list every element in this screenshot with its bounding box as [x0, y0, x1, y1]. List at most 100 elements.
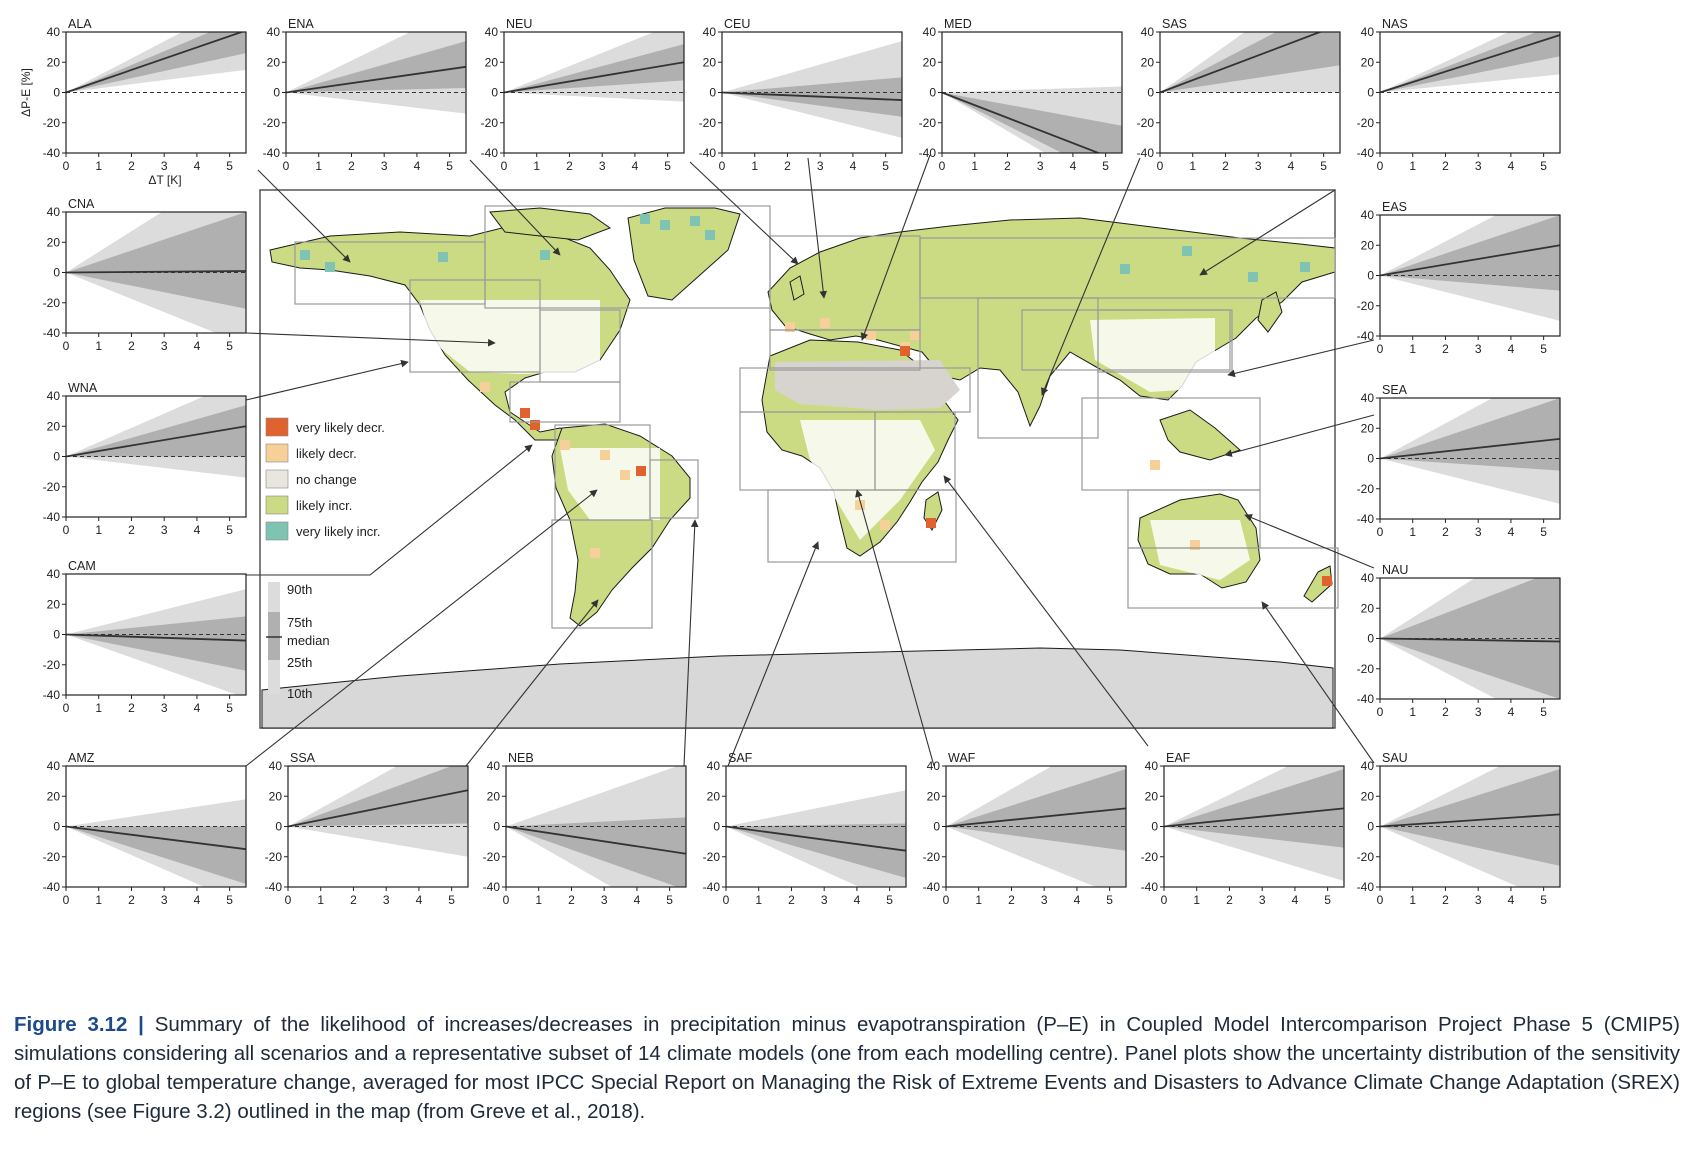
y-tick-label: 20 [269, 789, 283, 803]
y-tick-label: -40 [263, 146, 281, 160]
land-antarctica [261, 647, 1334, 729]
y-tick-label: 20 [47, 55, 61, 69]
band-25-75 [1380, 578, 1560, 699]
y-tick-label: -40 [1141, 880, 1159, 894]
x-tick-label: 5 [1106, 893, 1113, 907]
y-tick-label: -40 [1357, 146, 1375, 160]
x-tick-label: 4 [1070, 159, 1077, 173]
y-tick-label: -40 [703, 880, 721, 894]
arrow-nau [1244, 514, 1375, 569]
x-tick-label: 1 [1193, 893, 1200, 907]
panel-title: NEB [508, 751, 534, 765]
x-tick-label: 4 [1508, 893, 1515, 907]
x-tick-label: 2 [128, 893, 135, 907]
srex-region-box [1097, 309, 1233, 373]
y-tick-label: -40 [43, 688, 61, 702]
y-tick-label: -20 [43, 658, 61, 672]
y-tick-label: 40 [1145, 759, 1159, 773]
x-tick-label: 2 [128, 339, 135, 353]
cell-likely-decr [1190, 540, 1200, 550]
cell-likely-decr [480, 382, 490, 392]
percentile-label: 90th [287, 582, 312, 597]
x-tick-label: 1 [1409, 342, 1416, 356]
band-25-75 [504, 44, 684, 93]
band-25-75 [286, 41, 466, 93]
x-tick-label: 3 [821, 893, 828, 907]
x-tick-label: 3 [1475, 525, 1482, 539]
arrow-eas [1227, 339, 1375, 378]
x-tick-label: 2 [1226, 893, 1233, 907]
x-tick-label: 1 [95, 523, 102, 537]
median-line [1164, 807, 1344, 828]
arrow-sea [1224, 414, 1375, 457]
cell-likely-decr [620, 470, 630, 480]
band-25-75 [66, 826, 246, 884]
x-tick-label: 4 [1288, 159, 1295, 173]
y-tick-label: 40 [269, 759, 283, 773]
median-line [286, 65, 466, 94]
arrow-cam [246, 444, 533, 576]
x-tick-label: 3 [161, 159, 168, 173]
y-tick-label: -20 [481, 116, 499, 130]
y-tick-label: 40 [1141, 25, 1155, 39]
figure-canvas: very likely decr. likely decr. no change li… [19, 17, 1561, 907]
x-tick-label: 1 [535, 893, 542, 907]
y-tick-label: 20 [927, 789, 941, 803]
median-line [66, 825, 246, 851]
x-tick-label: 1 [975, 893, 982, 907]
land-new-zealand [1303, 565, 1333, 603]
x-tick-label: 3 [817, 159, 824, 173]
srex-region-box [649, 459, 699, 519]
x-tick-label: 4 [416, 893, 423, 907]
y-tick-label: 20 [267, 55, 281, 69]
y-tick-label: -40 [43, 510, 61, 524]
y-tick-label: 0 [53, 450, 60, 464]
legend-swatch [265, 521, 289, 541]
median-line [288, 789, 468, 828]
arrow-med [860, 154, 931, 341]
y-tick-label: 40 [47, 567, 61, 581]
arrow-sas [1041, 157, 1141, 396]
x-tick-label: 3 [381, 159, 388, 173]
cell-very-likely-incr [300, 250, 310, 260]
x-tick-label: 1 [751, 159, 758, 173]
y-tick-label: 20 [1361, 789, 1375, 803]
cell-very-likely-incr [640, 214, 650, 224]
cell-very-likely-incr [1182, 246, 1192, 256]
x-tick-label: 1 [533, 159, 540, 173]
y-tick-label: -20 [43, 116, 61, 130]
panel-title: SSA [290, 751, 316, 765]
x-tick-label: 1 [95, 339, 102, 353]
x-tick-label: 2 [1442, 159, 1449, 173]
y-tick-label: -40 [923, 880, 941, 894]
percentile-label: 25th [287, 655, 312, 670]
world-map [259, 189, 1339, 729]
panel-title: NEU [506, 17, 532, 31]
figure-separator: | [138, 1013, 144, 1036]
x-tick-label: 3 [601, 893, 608, 907]
median-line [942, 91, 1102, 153]
x-tick-label: 5 [446, 159, 453, 173]
panel-title: WAF [948, 751, 976, 765]
panel-title: SAS [1162, 17, 1187, 31]
band-25-75 [66, 616, 246, 671]
y-tick-label: 40 [47, 205, 61, 219]
y-tick-label: 40 [485, 25, 499, 39]
x-tick-label: 2 [1222, 159, 1229, 173]
x-tick-label: 4 [1508, 342, 1515, 356]
x-tick-label: 2 [1442, 893, 1449, 907]
x-tick-label: 4 [1508, 159, 1515, 173]
y-tick-label: 20 [1361, 238, 1375, 252]
percentile-label: median [287, 633, 330, 648]
arrow-waf [855, 489, 935, 767]
x-tick-label: 4 [1508, 525, 1515, 539]
legend-swatch [265, 443, 289, 463]
x-tick-label: 3 [1475, 342, 1482, 356]
x-tick-label: 4 [634, 893, 641, 907]
caption-text: Summary of the likelihood of increases/d… [14, 1013, 1680, 1123]
arrow-cna [245, 332, 496, 347]
